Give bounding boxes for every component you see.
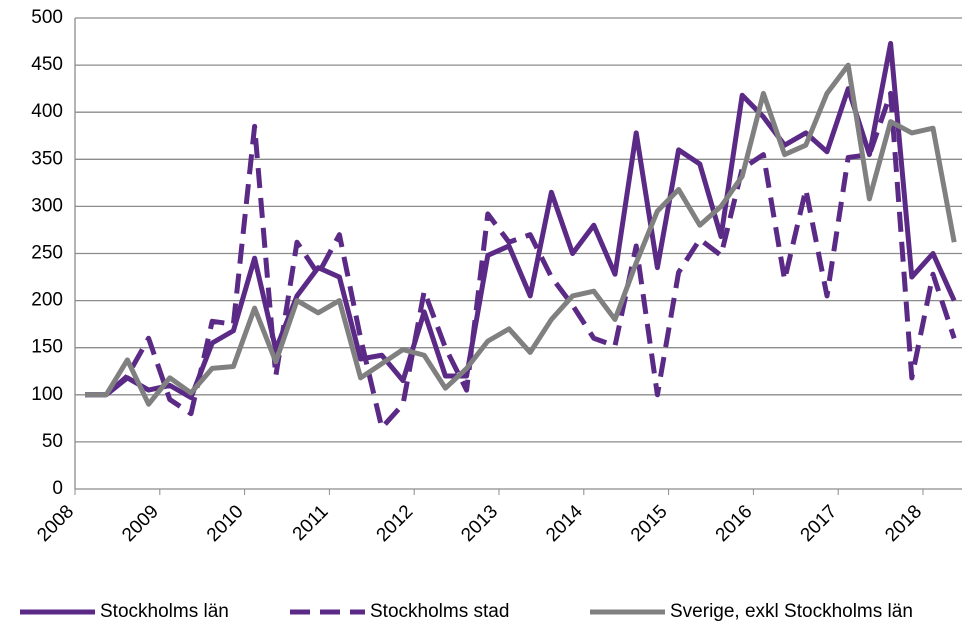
y-tick-label: 150 — [31, 337, 63, 358]
x-tick-label: 2016 — [712, 501, 757, 546]
y-tick-label: 450 — [31, 54, 63, 75]
x-tick-label: 2012 — [373, 501, 418, 546]
x-tick-label: 2010 — [203, 501, 248, 546]
legend-label: Stockholms län — [100, 601, 229, 622]
y-tick-label: 0 — [52, 478, 63, 499]
series-line — [85, 90, 957, 431]
legend-label: Stockholms stad — [370, 601, 509, 622]
y-tick-label: 200 — [31, 290, 63, 311]
legend-label: Sverige, exkl Stockholms län — [670, 601, 913, 622]
y-tick-label: 300 — [31, 195, 63, 216]
x-tick-label: 2008 — [33, 501, 78, 546]
y-tick-label: 350 — [31, 148, 63, 169]
y-tick-label: 400 — [31, 101, 63, 122]
y-tick-label: 250 — [31, 243, 63, 264]
y-tick-label: 50 — [42, 431, 63, 452]
y-tick-label: 500 — [31, 7, 63, 28]
x-tick-label: 2013 — [457, 501, 502, 546]
x-tick-label: 2018 — [881, 501, 926, 546]
x-tick-label: 2011 — [289, 501, 333, 545]
y-tick-label: 100 — [31, 384, 63, 405]
x-tick-label: 2009 — [118, 501, 163, 546]
series-line — [85, 62, 957, 407]
x-tick-label: 2015 — [627, 501, 672, 546]
x-tick-label: 2014 — [542, 501, 587, 546]
x-tick-label: 2017 — [797, 501, 842, 546]
